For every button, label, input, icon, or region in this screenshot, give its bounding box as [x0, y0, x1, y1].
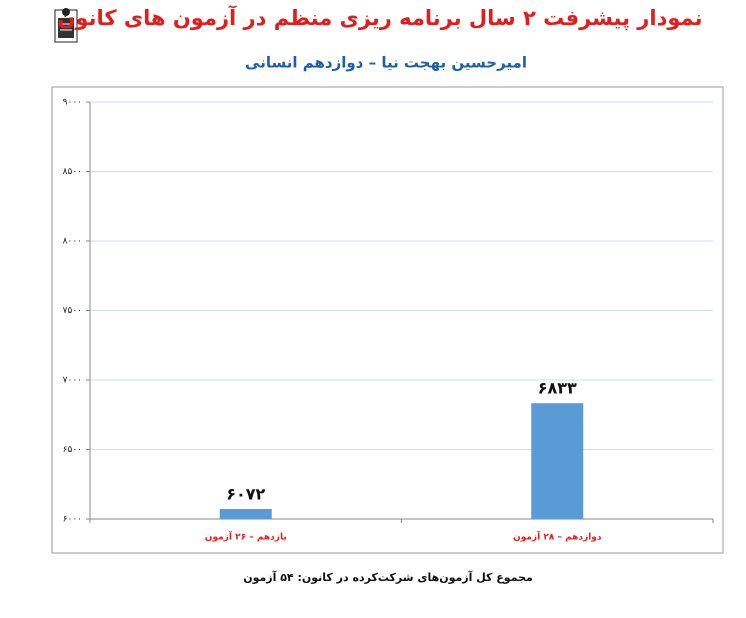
x-tick-label: یازدهم – ۲۶ آزمون: [205, 531, 287, 543]
y-tick-label: ۷۰۰۰: [63, 376, 82, 386]
value-label: ۶۰۷۲: [226, 484, 265, 503]
logo: [54, 8, 78, 43]
value-label: ۶۸۳۳: [538, 379, 577, 398]
y-tick-label: ۸۰۰۰: [63, 237, 82, 247]
footer-note: مجموع کل آزمون‌های شرکت‌کرده در کانون: ۵…: [243, 570, 533, 584]
x-tick-label: دوازدهم – ۲۸ آزمون: [513, 531, 602, 543]
chart-subtitle: امیرحسین بهجت نیا – دوازدهم انسانی: [245, 54, 527, 72]
y-tick-label: ۶۵۰۰: [63, 445, 82, 455]
chart-title: نمودار پیشرفت ۲ سال برنامه ریزی منظم در …: [57, 5, 702, 30]
y-tick-label: ۶۰۰۰: [63, 515, 82, 525]
bar: [219, 508, 272, 519]
y-tick-label: ۷۵۰۰: [63, 306, 82, 316]
bar: [531, 403, 584, 519]
chart-frame: [51, 86, 724, 554]
y-tick-label: ۸۵۰۰: [63, 167, 82, 177]
y-tick-label: ۹۰۰۰: [63, 98, 82, 108]
